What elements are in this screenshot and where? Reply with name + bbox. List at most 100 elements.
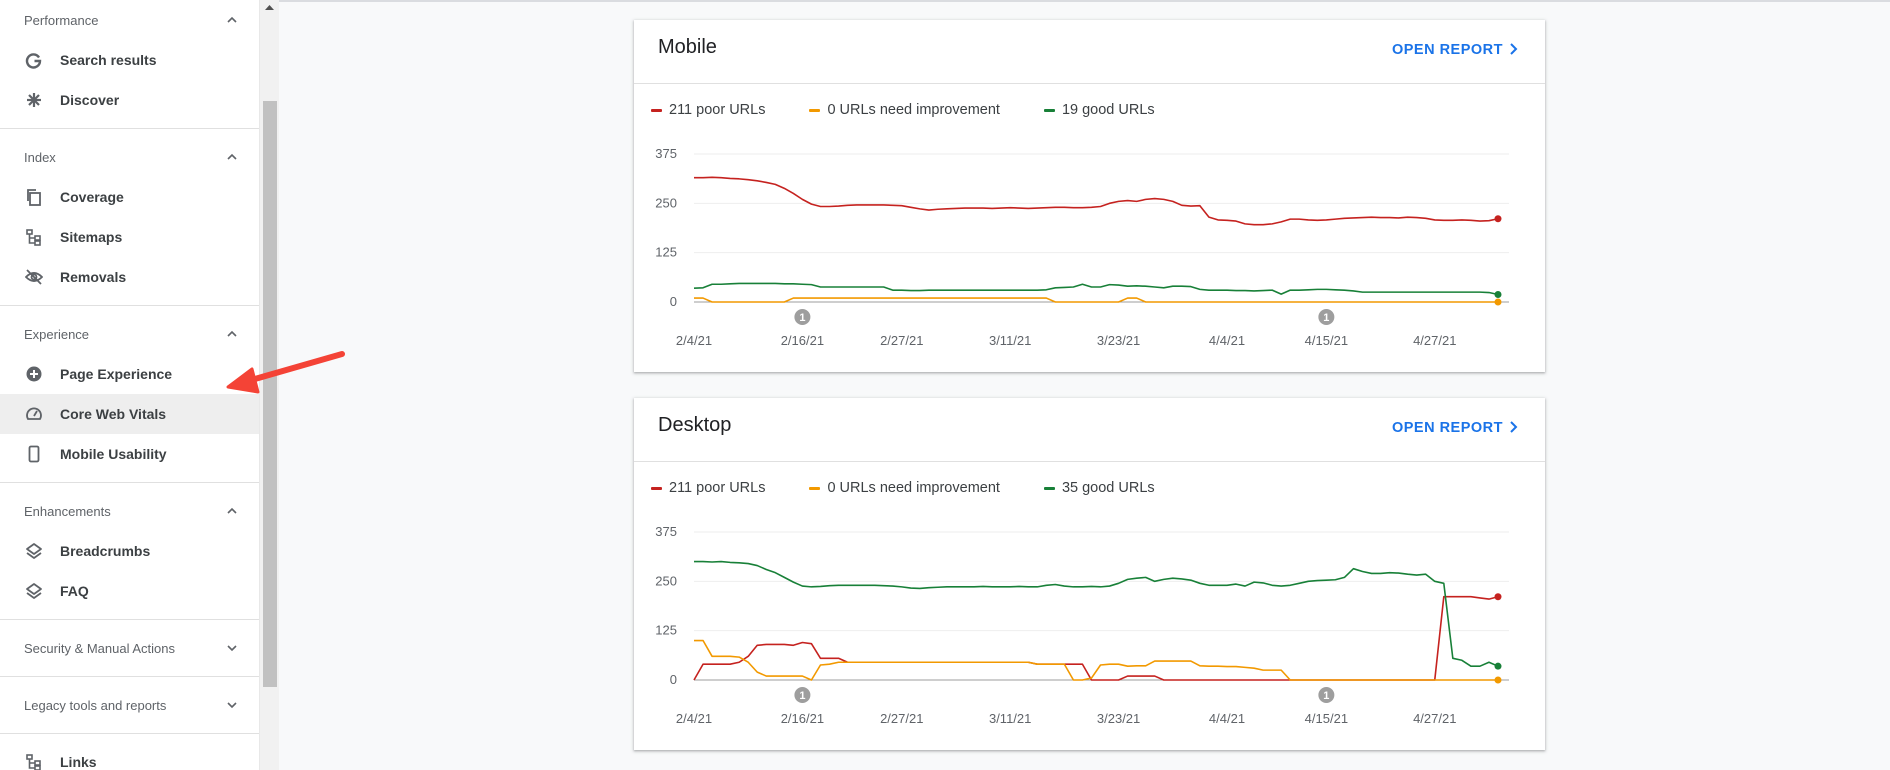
nav-section-header[interactable]: Performance <box>0 0 259 40</box>
y-tick-label: 125 <box>655 245 677 260</box>
legend-swatch <box>1043 108 1055 112</box>
chart-card: Mobile OPEN REPORT 0 125 250 375 2/4/21 2/16/21… <box>634 20 1545 372</box>
nav-icon <box>26 407 42 420</box>
nav-section-header[interactable]: Enhancements <box>0 491 259 531</box>
nav-icon <box>26 229 41 246</box>
legend-item[interactable]: 211 poor URLs <box>651 480 765 496</box>
x-tick-label: 4/15/21 <box>1305 711 1348 726</box>
nav-section: Security & Manual Actions <box>0 620 259 677</box>
legend-swatch <box>809 486 821 490</box>
nav-section: Performance Search results Discover <box>0 0 259 129</box>
nav-item[interactable]: Sitemaps <box>0 217 259 257</box>
y-tick-label: 375 <box>655 524 677 539</box>
series-end-dot <box>1494 662 1502 670</box>
chart-card: Desktop OPEN REPORT 0 125 250 375 2/4/21 2/16/2… <box>634 398 1545 750</box>
x-tick-label: 4/27/21 <box>1413 711 1456 726</box>
nav-item[interactable]: Page Experience <box>0 354 259 394</box>
nav-item[interactable]: Core Web Vitals <box>0 394 259 434</box>
legend-label: 0 URLs need improvement <box>827 102 1000 118</box>
nav-section: Enhancements Breadcrumbs FAQ <box>0 483 259 620</box>
nav-section-header[interactable]: Index <box>0 137 259 177</box>
legend-item[interactable]: 19 good URLs <box>1043 102 1155 118</box>
nav-icon <box>25 269 43 285</box>
chart: 0 125 250 375 2/4/21 2/16/21 2/27/21 3/11/21 3/2… <box>655 524 1509 726</box>
series-end-dot <box>1494 298 1502 306</box>
open-report-link[interactable]: OPEN REPORT <box>1392 420 1519 436</box>
nav-label: Discover <box>60 92 120 108</box>
annotation-marker[interactable] <box>794 687 811 703</box>
nav-section-title: Performance <box>24 12 99 28</box>
legend-item[interactable]: 211 poor URLs <box>651 102 765 118</box>
series-line <box>693 282 1499 296</box>
nav-item[interactable]: Removals <box>0 257 259 297</box>
scroll-up[interactable] <box>260 0 279 14</box>
annotation-marker[interactable] <box>794 309 811 325</box>
annotation-label: 1 <box>1323 690 1329 702</box>
legend-label: 19 good URLs <box>1061 102 1155 118</box>
annotation-label: 1 <box>799 690 805 702</box>
legend-swatch <box>651 108 662 112</box>
x-tick-label: 3/23/21 <box>1097 711 1140 726</box>
nav-section-title: Enhancements <box>24 503 111 519</box>
nav-section-header[interactable]: Security & Manual Actions <box>0 628 259 668</box>
nav-label: Links <box>60 754 97 770</box>
scrollbar[interactable] <box>259 0 279 770</box>
x-tick-label: 2/4/21 <box>676 711 712 726</box>
card-title: Desktop <box>658 414 732 436</box>
nav-label: Page Experience <box>60 366 173 382</box>
scroll-thumb[interactable] <box>263 101 277 687</box>
open-report-text: OPEN REPORT <box>1391 42 1503 58</box>
chart: 0 125 250 375 2/4/21 2/16/21 2/27/21 3/11/21 3/2… <box>655 146 1509 348</box>
annotation-label: 1 <box>799 312 805 324</box>
x-tick-label: 2/16/21 <box>781 333 824 348</box>
series-line <box>693 595 1499 681</box>
top-shadow <box>279 0 1890 2</box>
x-tick-label: 3/11/21 <box>989 333 1031 348</box>
annotation-marker[interactable] <box>1318 687 1335 703</box>
x-tick-label: 2/27/21 <box>880 333 923 348</box>
legend-item[interactable]: 35 good URLs <box>1043 480 1155 496</box>
legend-item[interactable]: 0 URLs need improvement <box>809 102 1000 118</box>
legend-swatch <box>651 486 662 490</box>
legend: 211 poor URLs 0 URLs need improvement 35 g… <box>651 480 1155 496</box>
nav-item[interactable]: Links <box>0 742 259 770</box>
legend-label: 211 poor URLs <box>669 102 766 118</box>
nav-item[interactable]: Coverage <box>0 177 259 217</box>
x-tick-label: 4/4/21 <box>1209 333 1245 348</box>
y-tick-label: 125 <box>655 623 677 638</box>
nav-section-title: Index <box>24 149 56 165</box>
nav-item[interactable]: Discover <box>0 80 259 120</box>
open-report-link[interactable]: OPEN REPORT <box>1392 42 1519 58</box>
nav-icon <box>26 543 42 559</box>
nav-item[interactable]: FAQ <box>0 571 259 611</box>
nav-icon <box>26 583 42 599</box>
sidebar: Performance Search results Discover Index Co… <box>0 0 259 770</box>
x-tick-label: 4/4/21 <box>1209 711 1245 726</box>
nav-item[interactable]: Mobile Usability <box>0 434 259 474</box>
nav-icon <box>28 445 40 463</box>
nav-item[interactable]: Breadcrumbs <box>0 531 259 571</box>
legend-swatch <box>1043 486 1055 490</box>
nav-label: Coverage <box>60 189 124 205</box>
y-tick-label: 250 <box>655 195 677 210</box>
nav-item[interactable]: Search results <box>0 40 259 80</box>
nav-icon <box>27 93 41 107</box>
open-report-text: OPEN REPORT <box>1391 420 1503 436</box>
annotation-marker[interactable] <box>1318 309 1335 325</box>
y-tick-label: 250 <box>655 573 677 588</box>
sidebar-list: Performance Search results Discover Index Co… <box>0 0 259 770</box>
nav-section-title: Security & Manual Actions <box>24 640 176 656</box>
x-tick-label: 4/27/21 <box>1413 333 1456 348</box>
series-line <box>694 297 1498 303</box>
nav-section-header[interactable]: Experience <box>0 314 259 354</box>
legend-item[interactable]: 0 URLs need improvement <box>809 480 1000 496</box>
nav-label: Core Web Vitals <box>60 406 167 422</box>
legend-label: 35 good URLs <box>1061 480 1155 496</box>
legend: 211 poor URLs 0 URLs need improvement 19 g… <box>651 102 1155 118</box>
nav-section-header[interactable]: Legacy tools and reports <box>0 685 259 725</box>
nav-icon <box>26 366 42 382</box>
x-tick-label: 2/27/21 <box>880 711 923 726</box>
y-tick-label: 0 <box>670 294 677 309</box>
series-line <box>694 639 1498 681</box>
